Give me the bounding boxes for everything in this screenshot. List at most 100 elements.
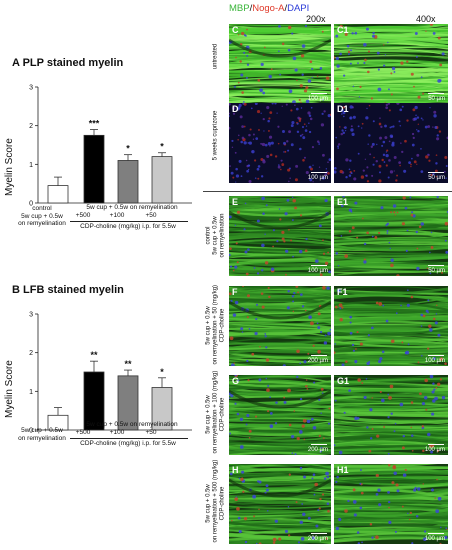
micrograph-fiber bbox=[229, 417, 331, 422]
stain-slash-2: / bbox=[284, 3, 288, 14]
micrograph-cell bbox=[239, 115, 243, 119]
micrograph-cell bbox=[336, 87, 339, 91]
micrograph-cell bbox=[237, 138, 239, 141]
micrograph-cell bbox=[240, 175, 243, 178]
micrograph-fiber bbox=[229, 51, 331, 55]
micrograph-cell bbox=[407, 512, 409, 515]
micrograph-cell bbox=[375, 473, 379, 478]
micrograph-cell bbox=[299, 466, 303, 470]
micrograph-cell bbox=[336, 475, 339, 479]
micrograph-cell bbox=[421, 402, 426, 406]
micrograph-cell bbox=[420, 313, 424, 317]
micrograph-cell bbox=[429, 251, 431, 254]
micrograph-cell bbox=[256, 219, 260, 223]
micrograph-cell bbox=[340, 132, 344, 136]
micrograph-cell bbox=[381, 398, 385, 403]
micrograph-cell bbox=[358, 96, 361, 98]
micrograph-cell bbox=[278, 537, 282, 541]
chart-b-ytick-label-2: 2 bbox=[29, 350, 33, 357]
micrograph-fiber bbox=[229, 82, 331, 86]
micrograph-cell bbox=[428, 159, 431, 162]
micrograph-cell bbox=[444, 362, 447, 365]
micrograph-cell bbox=[409, 196, 412, 199]
micrograph-cell bbox=[351, 343, 355, 347]
micrograph-fiber bbox=[334, 274, 436, 276]
chart-a-control-line2: 5w cup + 0.5w bbox=[21, 212, 63, 220]
micrograph-cell bbox=[316, 75, 319, 78]
micrograph-cell bbox=[288, 25, 292, 30]
micrograph-cell bbox=[234, 375, 237, 377]
micrograph-cell bbox=[411, 211, 414, 214]
micrograph-cell bbox=[270, 141, 274, 145]
micrograph-cell bbox=[318, 507, 321, 510]
micrograph-cell bbox=[288, 130, 292, 134]
micrograph-cell bbox=[387, 491, 390, 494]
chart-b-sig-3: * bbox=[160, 367, 164, 377]
micrograph-cell bbox=[305, 125, 308, 127]
micrograph-cell bbox=[291, 196, 294, 199]
micrograph-cell bbox=[338, 517, 342, 522]
micrograph-cell bbox=[278, 164, 280, 166]
micrograph-cell bbox=[334, 343, 336, 345]
micrograph-cell bbox=[229, 253, 231, 257]
micrograph-e: E 100 µm bbox=[229, 196, 331, 276]
section-divider bbox=[203, 191, 452, 192]
micrograph-cell bbox=[328, 158, 331, 161]
micrograph-cell bbox=[265, 484, 269, 488]
micrograph-cell bbox=[385, 153, 389, 158]
micrograph-cell bbox=[407, 343, 410, 346]
micrograph-cell bbox=[312, 181, 314, 183]
micrograph-cell bbox=[427, 311, 429, 314]
micrograph-cell bbox=[264, 261, 269, 265]
micrograph-cell bbox=[376, 51, 380, 55]
micrograph-letter: F bbox=[232, 287, 238, 297]
micrograph-cell bbox=[283, 141, 286, 145]
micrograph-cell bbox=[308, 122, 310, 124]
micrograph-cell bbox=[441, 395, 446, 400]
micrograph-cell bbox=[439, 63, 443, 67]
micrograph-cell bbox=[232, 313, 237, 317]
micrograph-fiber bbox=[229, 247, 331, 252]
micrograph-cell bbox=[417, 123, 420, 125]
micrograph-cell bbox=[312, 344, 315, 347]
micrograph-fiber bbox=[334, 196, 427, 199]
micrograph-cell bbox=[378, 171, 381, 174]
micrograph-cell bbox=[406, 289, 409, 292]
micrograph-cell bbox=[436, 449, 440, 452]
micrograph-cell bbox=[245, 272, 249, 276]
micrograph-letter: H1 bbox=[337, 465, 349, 475]
micrograph-cell bbox=[255, 303, 259, 306]
micrograph-fiber bbox=[334, 415, 448, 424]
micrograph-cell bbox=[400, 61, 404, 65]
micrograph-cell bbox=[294, 453, 297, 455]
micrograph-cell bbox=[393, 170, 395, 172]
micrograph-cell bbox=[387, 176, 390, 179]
micrograph-fiber bbox=[229, 511, 331, 515]
micrograph-cell bbox=[326, 475, 330, 479]
micrograph-cell bbox=[319, 67, 323, 70]
micrograph-cell bbox=[356, 236, 359, 239]
micrograph-fiber bbox=[334, 503, 448, 510]
micrograph-cell bbox=[417, 130, 420, 133]
micrograph-fiber bbox=[334, 61, 448, 67]
micrograph-fiber bbox=[334, 49, 448, 54]
micrograph-fiber bbox=[334, 464, 438, 468]
micrograph-cell bbox=[348, 229, 352, 233]
micrograph-cell bbox=[284, 212, 288, 216]
micrograph-cell bbox=[250, 107, 253, 110]
micrograph-fiber bbox=[334, 522, 448, 529]
micrograph-cell bbox=[377, 488, 381, 492]
micrograph-cell bbox=[427, 299, 430, 302]
micrograph-cell bbox=[391, 66, 396, 71]
micrograph-cell bbox=[232, 176, 235, 179]
micrograph-cell bbox=[421, 425, 425, 428]
micrograph-cell bbox=[235, 242, 238, 245]
micrograph-cell bbox=[229, 265, 233, 268]
row-label-line: CDP-choline bbox=[219, 308, 226, 343]
micrograph-fiber bbox=[334, 358, 448, 362]
micrograph-cell bbox=[432, 172, 435, 176]
micrograph-cell bbox=[353, 177, 357, 181]
micrograph-fiber bbox=[229, 334, 331, 343]
micrograph-cell bbox=[265, 358, 270, 362]
